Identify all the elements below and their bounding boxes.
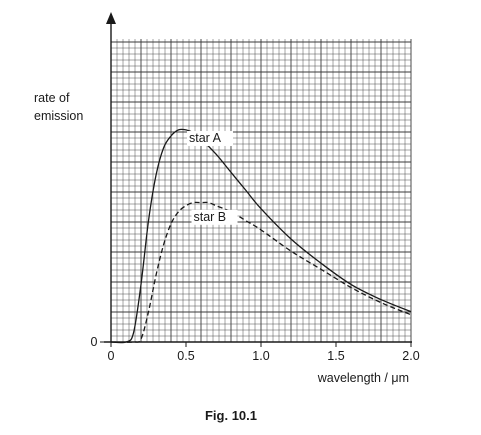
figure-caption: Fig. 10.1 xyxy=(205,408,257,423)
x-tick-label: 1.0 xyxy=(252,349,269,363)
x-tick-label: 1.5 xyxy=(327,349,344,363)
x-tick-labels: 0 0.5 1.0 1.5 2.0 xyxy=(108,349,420,363)
x-tick-marks xyxy=(110,342,412,347)
y-axis-arrowhead xyxy=(106,12,116,24)
x-axis-label: wavelength / μm xyxy=(317,371,409,385)
y-axis-label: rate of emission xyxy=(34,91,83,123)
x-tick-label: 0.5 xyxy=(177,349,194,363)
x-tick-label: 0 xyxy=(108,349,115,363)
series-label-background xyxy=(191,209,238,225)
series-labels: star A star B xyxy=(187,131,238,225)
chart-axes xyxy=(104,12,412,343)
x-tick-label: 2.0 xyxy=(402,349,419,363)
y-zero-label: 0 xyxy=(91,335,98,349)
series-label-star-b: star B xyxy=(194,210,227,224)
series-label-star-a: star A xyxy=(189,131,222,145)
chart-grid xyxy=(110,39,412,343)
series-label-background xyxy=(187,131,233,147)
